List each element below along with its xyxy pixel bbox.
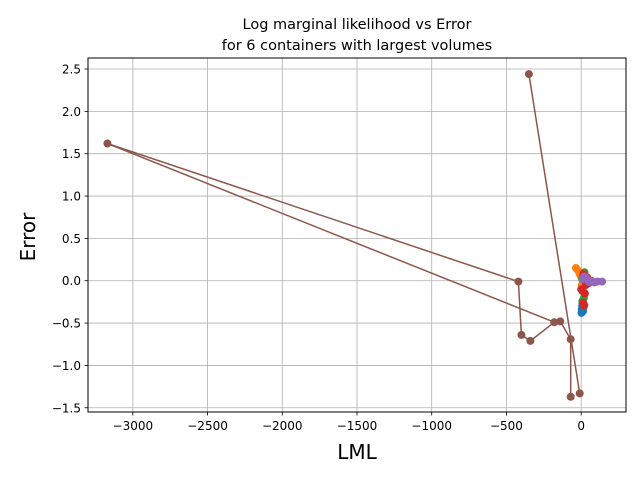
data-point — [524, 70, 533, 79]
series-points — [103, 70, 607, 401]
y-tick-label: 2.0 — [62, 105, 81, 119]
data-point — [566, 335, 575, 344]
chart-title-line-1: Log marginal likelihood vs Error — [243, 17, 472, 33]
y-tick-label: 1.5 — [62, 147, 81, 161]
y-tick-label: 2.5 — [62, 63, 81, 77]
x-tick-label: −500 — [490, 419, 523, 433]
data-point — [514, 277, 523, 286]
data-point — [550, 318, 559, 327]
y-axis-label: Error — [16, 212, 40, 262]
y-ticks: −1.5 −1.0 −0.5 0.0 0.5 1.0 1.5 2.0 2.5 — [52, 63, 88, 415]
x-tick-label: −1000 — [411, 419, 452, 433]
x-tick-label: −3000 — [113, 419, 154, 433]
x-tick-label: −1500 — [337, 419, 378, 433]
y-tick-label: 0.0 — [62, 274, 81, 288]
x-axis-label: LML — [337, 440, 377, 464]
data-point — [580, 289, 589, 298]
x-tick-label: 0 — [577, 419, 585, 433]
y-tick-label: 0.5 — [62, 232, 81, 246]
data-point — [586, 278, 595, 287]
data-point — [575, 389, 584, 398]
y-tick-label: −0.5 — [52, 317, 81, 331]
series-connector-line — [107, 142, 555, 323]
data-point — [517, 330, 526, 339]
data-point — [598, 277, 607, 286]
x-tick-label: −2000 — [262, 419, 303, 433]
plot-frame — [87, 57, 627, 413]
y-tick-label: −1.5 — [52, 401, 81, 415]
chart-title-line-2: for 6 containers with largest volumes — [222, 38, 493, 54]
y-tick-label: 1.0 — [62, 190, 81, 204]
data-point — [580, 301, 589, 310]
x-tick-label: −2500 — [187, 419, 228, 433]
y-tick-label: −1.0 — [52, 359, 81, 373]
data-point — [566, 392, 575, 401]
x-ticks: −3000 −2500 −2000 −1500 −1000 −500 0 — [113, 412, 585, 433]
data-point — [580, 272, 589, 281]
data-point — [556, 317, 565, 326]
data-point — [103, 139, 112, 148]
grid-lines — [88, 58, 626, 412]
data-point — [526, 336, 535, 345]
